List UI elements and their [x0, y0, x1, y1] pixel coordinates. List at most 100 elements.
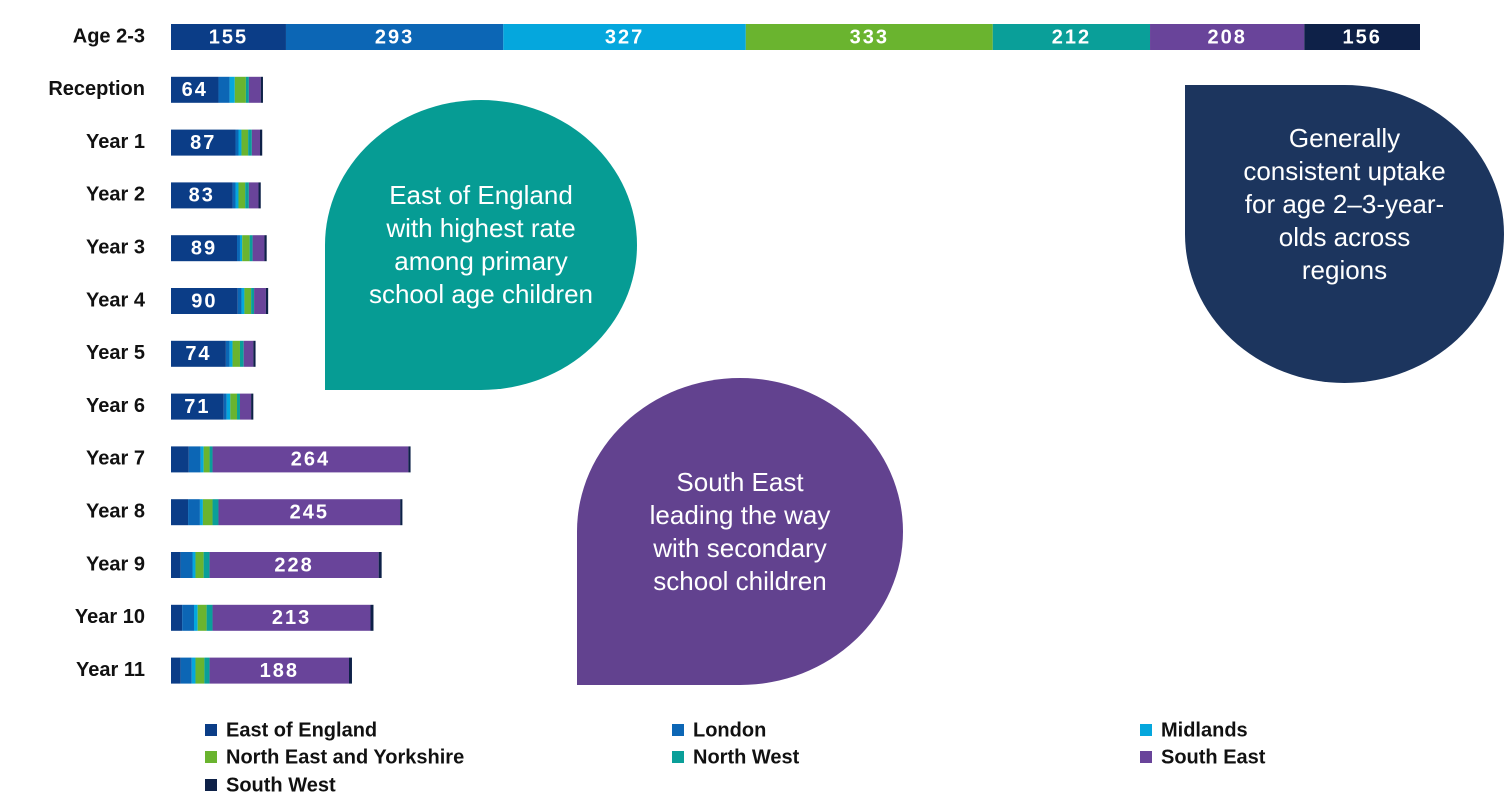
bar-segment	[171, 235, 238, 262]
bar-segment	[171, 288, 238, 314]
bar-segment	[237, 393, 240, 420]
bar-segment	[223, 393, 227, 420]
bar-segment	[241, 288, 245, 314]
bar-segment	[218, 76, 230, 103]
bar-segment	[171, 24, 286, 50]
bar-segment	[1150, 24, 1305, 50]
bar-segment	[203, 552, 210, 578]
bar-segment	[1304, 24, 1420, 50]
bar-segment	[239, 393, 252, 420]
bar-segment	[265, 288, 269, 314]
bar-segment	[192, 552, 196, 578]
bar-segment	[745, 24, 993, 50]
bar-segment	[197, 604, 207, 631]
bar-segment	[191, 657, 196, 684]
bar-segment	[232, 340, 240, 367]
legend-label: London	[693, 719, 766, 741]
bar-segment	[249, 235, 253, 262]
legend-swatch	[205, 724, 217, 736]
legend-label: Midlands	[1161, 719, 1248, 741]
y-tick-label: Year 8	[86, 500, 145, 522]
bar-segment	[171, 446, 189, 473]
y-tick-label: Year 2	[86, 184, 145, 206]
bar-segment	[248, 76, 261, 103]
bar-segment	[212, 446, 409, 473]
bar-segment	[195, 657, 205, 684]
bar-segment	[239, 340, 244, 367]
bar-segment	[188, 499, 200, 526]
bar-segment	[251, 288, 255, 314]
bar-segment	[188, 446, 201, 473]
bar-segment	[238, 129, 242, 156]
bar-segment	[243, 340, 254, 367]
bar-segment	[264, 235, 267, 262]
bar-segment	[171, 499, 189, 526]
bar-segment	[251, 393, 254, 420]
bar-segment	[237, 288, 242, 314]
data-label: 155	[209, 26, 248, 48]
bar-segment	[225, 340, 230, 367]
y-tick-label: Year 4	[86, 289, 146, 311]
bar-segment	[992, 24, 1151, 50]
bar-segment	[182, 604, 194, 631]
bar-segment	[171, 129, 236, 156]
bar-segment	[212, 604, 371, 631]
data-label: 245	[290, 501, 329, 523]
bar-segment	[199, 499, 203, 526]
legend-swatch	[672, 751, 684, 763]
bar-segment	[171, 76, 219, 103]
data-label: 188	[260, 660, 299, 682]
data-label: 64	[182, 79, 208, 101]
data-label: 87	[190, 132, 216, 154]
data-label: 156	[1342, 26, 1381, 48]
bar-segment	[203, 446, 210, 473]
bar-segment	[193, 604, 198, 631]
y-tick-label: Year 1	[86, 131, 145, 153]
y-tick-label: Year 3	[86, 236, 145, 258]
bar-segment	[370, 604, 374, 631]
bar-segment	[378, 552, 382, 578]
bar-segment	[248, 182, 259, 209]
bar-segment	[195, 552, 204, 578]
data-label: 327	[605, 26, 644, 48]
bar-segment	[200, 446, 204, 473]
y-tick-label: Year 7	[86, 448, 145, 470]
bar-segment	[285, 24, 504, 50]
bar-segment	[248, 129, 252, 156]
bar-segment	[252, 235, 265, 262]
bar-segment	[258, 182, 261, 209]
bar-segment	[230, 393, 238, 420]
legend-label: North East and Yorkshire	[226, 746, 464, 768]
data-label: 208	[1207, 26, 1246, 48]
data-label: 90	[191, 290, 217, 312]
data-label: 213	[272, 607, 311, 629]
bar-segment	[209, 552, 379, 578]
bar-segment	[241, 129, 249, 156]
legend-label: South West	[226, 774, 336, 794]
bar-segment	[238, 182, 246, 209]
bar-segment	[503, 24, 746, 50]
bar-segment	[253, 340, 256, 367]
bar-segment	[226, 393, 231, 420]
y-tick-label: Year 9	[86, 553, 145, 575]
bar-segment	[245, 76, 249, 103]
bar-segment	[202, 499, 213, 526]
bar-segment	[218, 499, 401, 526]
bar-segment	[212, 499, 219, 526]
bar-segment	[235, 182, 239, 209]
data-label: 333	[850, 26, 889, 48]
bar-segment	[235, 129, 239, 156]
bar-segment	[400, 499, 403, 526]
bar-segment	[209, 446, 213, 473]
data-label: 228	[274, 554, 313, 576]
legend-swatch	[672, 724, 684, 736]
bar-segment	[234, 76, 246, 103]
annotation: Generally consistent uptake for age 2–3-…	[1185, 85, 1504, 383]
legend-swatch	[205, 779, 217, 791]
bar-segment	[251, 129, 261, 156]
legend-swatch	[1140, 724, 1152, 736]
bar-segment	[239, 235, 243, 262]
bar-segment	[204, 657, 210, 684]
